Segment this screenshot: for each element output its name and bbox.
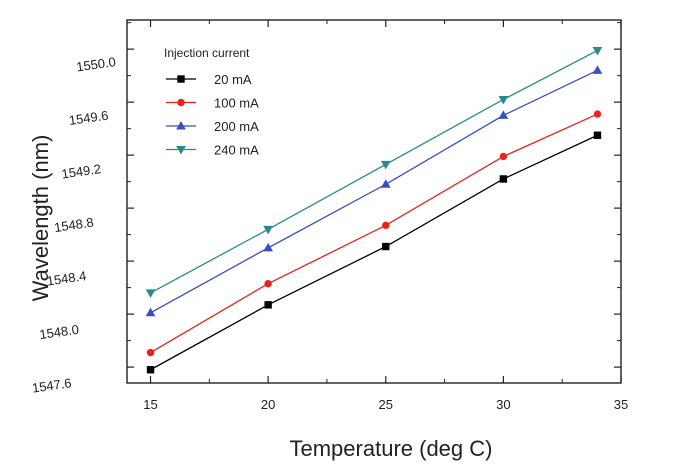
x-tick-label: 25 [379,397,393,412]
x-tick-label: 35 [614,397,628,412]
series-200-ma [145,65,603,317]
x-tick-label: 15 [143,397,157,412]
data-point [592,46,603,56]
data-point [498,95,509,105]
x-tick-label: 30 [496,397,510,412]
series-100-ma [146,110,602,357]
y-tick-label: 1547.6 [31,375,72,395]
legend-item: 20 mA [166,72,252,87]
y-tick-label: 1548.4 [46,268,87,288]
data-point [380,179,391,188]
data-point [264,279,272,288]
legend: Injection current 20 mA 100 mA 200 mA 240 m… [164,46,259,158]
data-point [382,221,390,230]
series-20-ma [146,131,602,374]
y-tick-label: 1548.8 [53,215,94,235]
y-tick-label: 1549.2 [61,161,102,181]
legend-item: 200 mA [166,119,259,134]
series-240-ma [145,46,603,298]
data-point [263,242,274,252]
legend-item: 100 mA [166,96,259,111]
legend-title: Injection current [164,46,250,60]
y-tick-label: 1550.0 [75,54,116,74]
legend-label: 240 mA [214,143,259,158]
data-point [499,175,508,183]
legend-label: 20 mA [214,72,252,87]
legend-marker [176,146,186,155]
legend-item: 240 mA [166,143,259,158]
y-tick-label: 1549.6 [68,108,109,128]
data-point [146,366,155,374]
data-point [146,348,155,357]
data-point [264,301,272,309]
data-point [593,110,602,118]
x-tick-label: 20 [261,397,275,412]
legend-marker [177,98,185,107]
legend-label: 200 mA [214,119,259,134]
y-tick-label: 1548.0 [38,322,79,342]
data-point [593,131,602,139]
data-point [380,160,391,170]
data-point [145,289,156,298]
legend-label: 100 mA [214,96,259,111]
data-point [145,307,156,317]
data-point [592,65,603,74]
data-point [263,225,274,235]
data-point [382,242,390,251]
data-point [499,152,508,161]
x-axis-title: Temperature (deg C) [290,436,493,461]
data-point [498,110,509,119]
plot-area-frame [126,19,622,384]
legend-marker [177,75,185,83]
y-axis-title: Wavelength (nm) [28,135,53,302]
legend-marker [176,120,186,130]
